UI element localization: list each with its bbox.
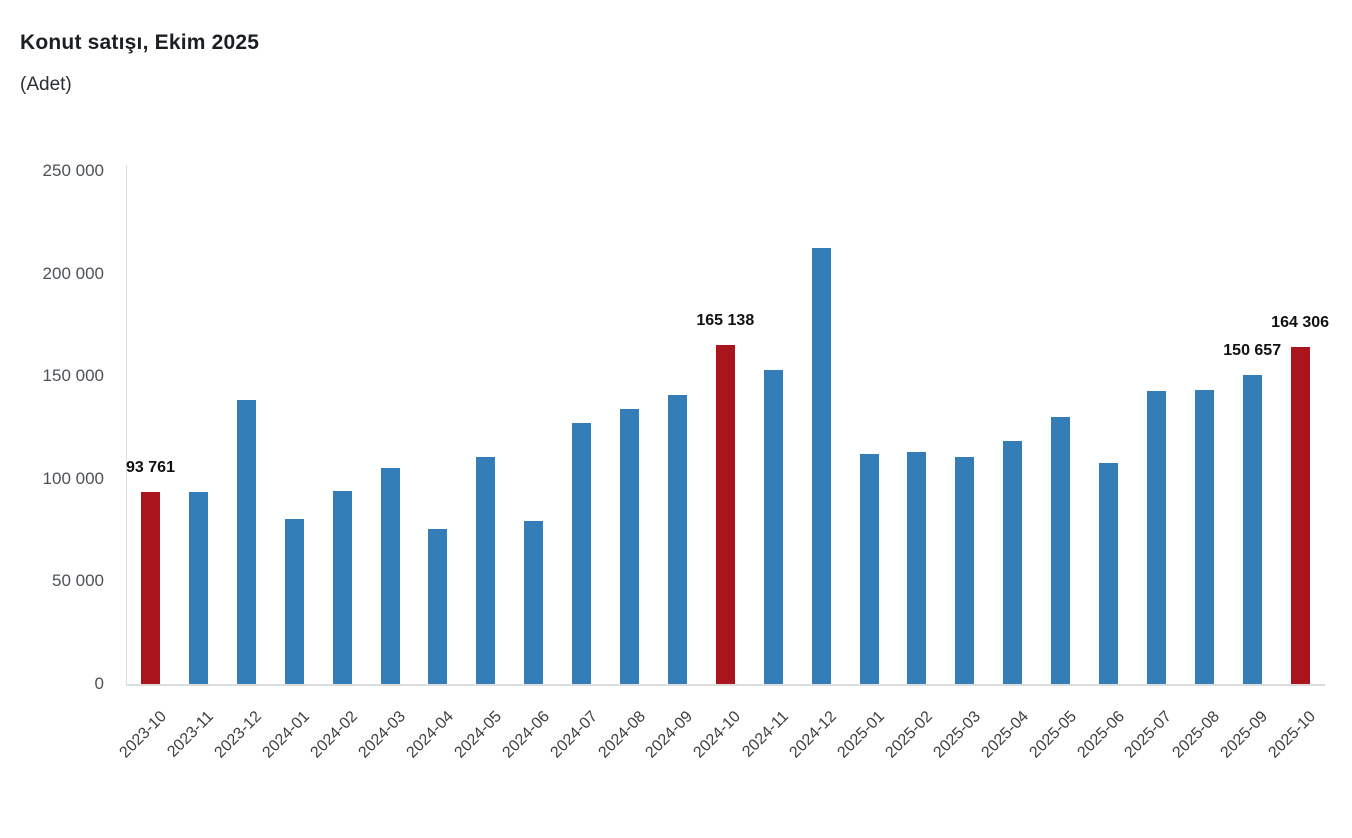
bar-2024-02: [332, 491, 352, 684]
x-label-2025-06: 2025-06: [1073, 708, 1128, 762]
y-tick-100000: 100 000: [42, 468, 104, 488]
x-label-2024-09: 2024-09: [642, 708, 697, 762]
data-label-2024-10: 165 138: [696, 312, 755, 330]
bar-2024-12: [811, 247, 831, 684]
x-label-2025-05: 2025-05: [1026, 708, 1080, 762]
x-label-2025-09: 2025-09: [1217, 708, 1272, 762]
bar-2025-08: [1194, 389, 1214, 684]
bar-2024-07: [572, 423, 592, 684]
bar-2024-06: [524, 521, 544, 684]
y-tick-0: 0: [94, 674, 104, 693]
y-tick-200000: 200 000: [42, 263, 104, 283]
y-tick-150000: 150 000: [42, 366, 104, 386]
bar-2024-11: [763, 369, 783, 684]
bar-2025-03: [955, 456, 975, 684]
x-label-2024-04: 2024-04: [403, 708, 457, 762]
bar-2023-11: [188, 492, 208, 684]
x-label-2025-01: 2025-01: [834, 708, 889, 762]
x-label-2024-01: 2024-01: [259, 708, 314, 762]
bar-2024-08: [620, 408, 639, 684]
x-label-2024-08: 2024-08: [594, 708, 649, 762]
x-label-2023-10: 2023-10: [115, 708, 170, 762]
chart-title: Konut satışı, Ekim 2025: [20, 31, 260, 54]
x-label-2024-05: 2024-05: [451, 708, 505, 762]
data-label-2025-09: 150 657: [1223, 341, 1282, 359]
bar-2025-02: [907, 452, 927, 684]
bar-2025-09: [1242, 374, 1262, 684]
bar-2023-12: [236, 399, 256, 684]
bar-2024-04: [428, 528, 448, 684]
x-label-2024-07: 2024-07: [547, 708, 601, 762]
x-label-2025-02: 2025-02: [882, 708, 936, 762]
x-label-2024-02: 2024-02: [307, 708, 362, 762]
x-label-2023-11: 2023-11: [164, 708, 218, 761]
bar-2024-10: [715, 345, 735, 684]
y-axis-line: [126, 165, 127, 684]
x-label-2025-04: 2025-04: [978, 708, 1032, 762]
bar-2025-04: [1003, 441, 1023, 684]
x-label-2023-12: 2023-12: [211, 708, 266, 762]
bar-2025-01: [859, 453, 879, 684]
bar-2025-05: [1051, 417, 1071, 684]
chart-subtitle: (Adet): [20, 74, 72, 95]
y-tick-50000: 50 000: [52, 571, 104, 591]
x-label-2024-11: 2024-11: [739, 708, 793, 761]
bar-2024-03: [380, 467, 400, 684]
bar-2024-05: [476, 457, 496, 684]
x-label-2025-03: 2025-03: [930, 708, 984, 762]
x-label-2024-12: 2024-12: [786, 708, 841, 762]
data-label-2025-10: 164 306: [1271, 313, 1330, 331]
bar-2024-09: [667, 394, 687, 684]
x-axis-line: [126, 684, 1325, 686]
bar-2025-10: [1290, 346, 1310, 684]
bar-2024-01: [284, 519, 304, 684]
x-label-2024-10: 2024-10: [690, 708, 745, 762]
bar-2025-07: [1146, 390, 1166, 684]
x-label-2025-10: 2025-10: [1265, 708, 1320, 762]
data-label-2023-10: 93 761: [126, 458, 175, 476]
y-tick-250000: 250 000: [42, 161, 104, 180]
x-label-2025-07: 2025-07: [1121, 708, 1176, 762]
x-label-2024-06: 2024-06: [499, 708, 553, 762]
x-label-2025-08: 2025-08: [1169, 708, 1224, 762]
bar-2023-10: [141, 491, 160, 684]
bar-2025-06: [1099, 462, 1118, 684]
x-label-2024-03: 2024-03: [355, 708, 410, 762]
